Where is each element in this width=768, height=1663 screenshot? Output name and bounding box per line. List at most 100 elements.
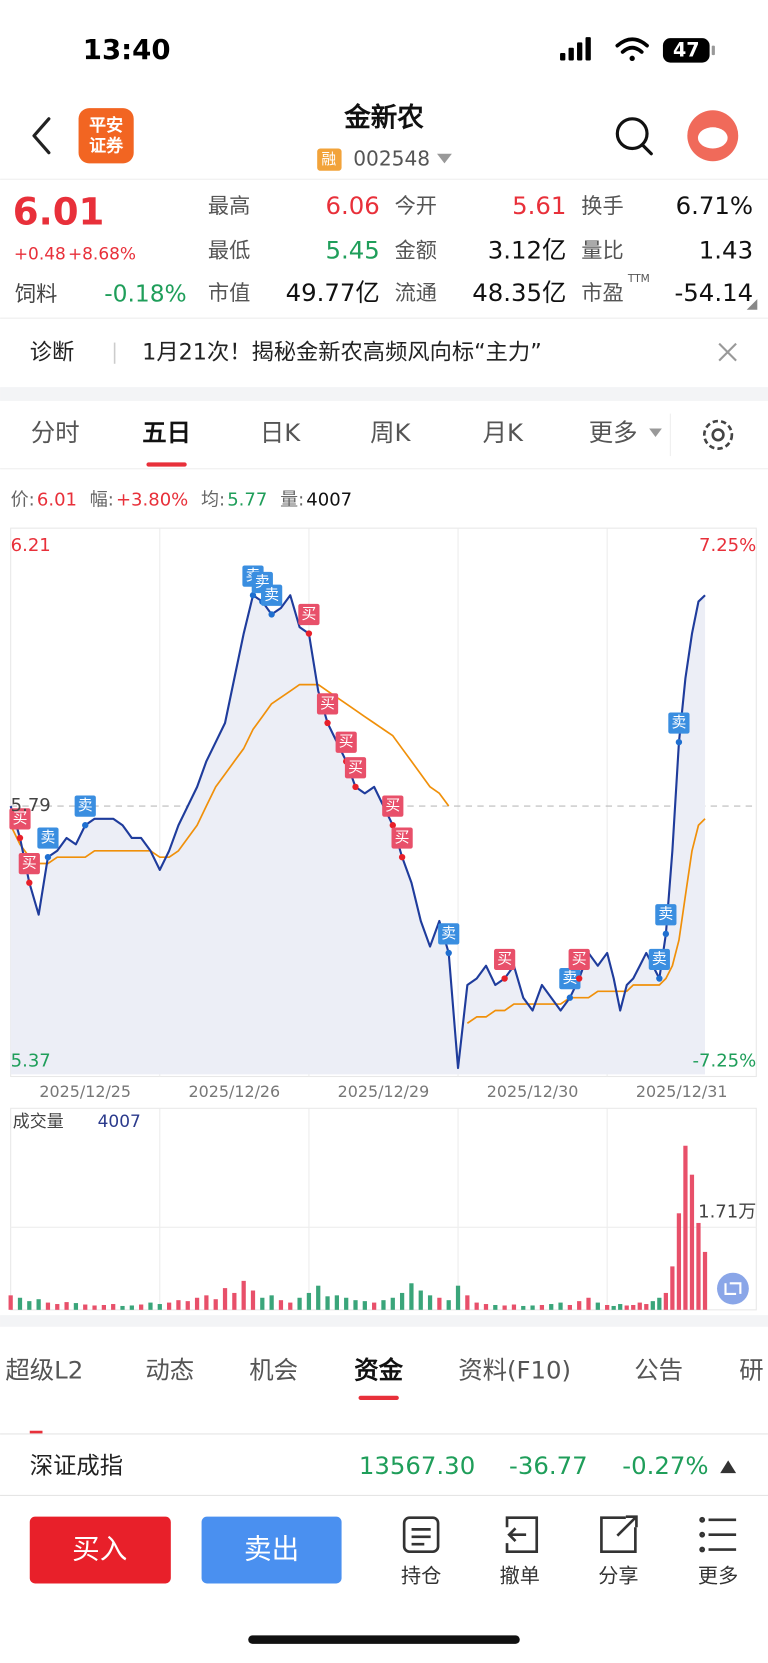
price-area [10, 595, 706, 1075]
volume-bar [586, 1297, 591, 1310]
more-icon[interactable] [699, 1516, 737, 1553]
volume-bar [611, 1305, 616, 1310]
field-label: 量比 [581, 238, 623, 263]
sell-button[interactable] [201, 1516, 342, 1584]
field-label: 市盈 [581, 281, 623, 306]
content-tab[interactable]: 资金 [354, 1355, 403, 1384]
content-tab[interactable]: 资料(F10) [458, 1355, 571, 1384]
trade-dot [26, 879, 33, 886]
tool-label[interactable]: 分享 [598, 1564, 638, 1588]
buy-button[interactable] [29, 1516, 171, 1584]
volume-bar [567, 1304, 572, 1310]
close-button[interactable] [718, 342, 737, 362]
field-value: 49.77亿 [286, 278, 380, 307]
date-label: 2025/12/26 [189, 1082, 281, 1101]
trade-marker-text: 卖 [658, 906, 673, 923]
volume-bar [83, 1304, 88, 1310]
period-tab[interactable]: 周K [370, 418, 411, 447]
field-label: 最低 [208, 238, 250, 263]
volume-bar [325, 1296, 330, 1310]
period-tab[interactable]: 更多 [589, 418, 638, 447]
field-value: 3.12亿 [488, 235, 567, 264]
holdings-icon[interactable] [402, 1516, 440, 1553]
volume-bar [702, 1251, 708, 1310]
trade-marker-text: 买 [395, 829, 410, 846]
volume-bar [399, 1292, 405, 1310]
period-tab[interactable]: 五日 [142, 418, 191, 447]
back-button[interactable] [32, 117, 51, 155]
volume-bar [222, 1288, 228, 1310]
info-value: 4007 [306, 490, 352, 511]
volume-bar [27, 1301, 32, 1310]
trade-marker [344, 757, 367, 779]
settings-button[interactable] [702, 419, 734, 450]
battery-tip [711, 45, 715, 56]
trade-dot [398, 853, 406, 861]
volume-bar [577, 1301, 582, 1310]
field-value: 6.71% [676, 191, 753, 220]
trade-marker-text: 卖 [652, 950, 667, 967]
zoom-button[interactable] [717, 1272, 749, 1305]
period-tab[interactable]: 日K [260, 418, 301, 447]
broker-logo [78, 108, 134, 164]
date-label: 2025/12/31 [636, 1082, 728, 1101]
y-tick-label: 6.21 [11, 535, 51, 556]
period-tab[interactable]: 月K [483, 418, 524, 447]
sell-label: 卖出 [244, 1533, 299, 1566]
volume-bar [232, 1292, 237, 1310]
trade-dot [82, 822, 89, 829]
content-tab[interactable]: 机会 [249, 1355, 298, 1384]
trade-marker-text: 买 [497, 950, 512, 967]
volume-bar [549, 1304, 554, 1310]
content-tab[interactable]: 研 [739, 1355, 763, 1384]
search-button[interactable] [615, 117, 653, 156]
field-value: 6.06 [325, 191, 379, 220]
volume-bar [316, 1285, 321, 1310]
content-tab[interactable]: 超级L2 [5, 1355, 83, 1384]
volume-chart [8, 1108, 757, 1310]
tool-label[interactable]: 更多 [698, 1564, 738, 1588]
volume-bar [148, 1302, 153, 1310]
trade-dot [389, 822, 396, 829]
diagnosis-text[interactable]: 1月21次！揭秘金新农高频风向标“主力” [142, 340, 542, 366]
content-tab[interactable]: 公告 [634, 1355, 683, 1384]
trade-marker-text: 卖 [41, 829, 56, 846]
logo-text: 平安 [89, 115, 123, 135]
date-label: 2025/12/30 [487, 1082, 579, 1101]
volume-bar [278, 1300, 284, 1310]
volume-bar [185, 1301, 190, 1310]
trade-dot [324, 719, 331, 727]
period-tab[interactable]: 分时 [31, 418, 80, 447]
expand-arrow[interactable] [720, 1460, 737, 1474]
cancel-icon[interactable] [505, 1516, 539, 1553]
price-line [9, 594, 706, 1070]
volume-bar [530, 1305, 535, 1310]
share-icon[interactable] [600, 1515, 638, 1553]
dropdown-arrow[interactable] [437, 153, 452, 164]
trade-marker [74, 795, 96, 817]
volume-bar [306, 1292, 312, 1310]
volume-bar [624, 1305, 629, 1310]
margin-badge-text: 融 [321, 151, 336, 168]
info-value: 6.01 [37, 490, 77, 511]
field-value: 48.35亿 [472, 278, 566, 307]
volume-bar [353, 1300, 358, 1310]
volume-bar [676, 1213, 682, 1310]
active-underline [358, 1395, 399, 1400]
wifi-icon [615, 37, 649, 61]
volume-bar [437, 1297, 442, 1310]
field-label: 流通 [395, 281, 437, 306]
content-tab[interactable]: 动态 [145, 1355, 194, 1384]
volume-bar [269, 1295, 274, 1310]
trade-marker [37, 827, 59, 849]
trade-marker-text: 卖 [78, 797, 93, 814]
tool-label[interactable]: 撤单 [500, 1564, 540, 1588]
trade-marker [568, 948, 590, 971]
volume-bar [260, 1297, 265, 1310]
tool-label[interactable]: 持仓 [401, 1564, 441, 1588]
volume-bar [372, 1302, 377, 1310]
volume-bar [618, 1304, 623, 1310]
volume-bar [474, 1302, 479, 1310]
volume-bar [288, 1302, 293, 1310]
